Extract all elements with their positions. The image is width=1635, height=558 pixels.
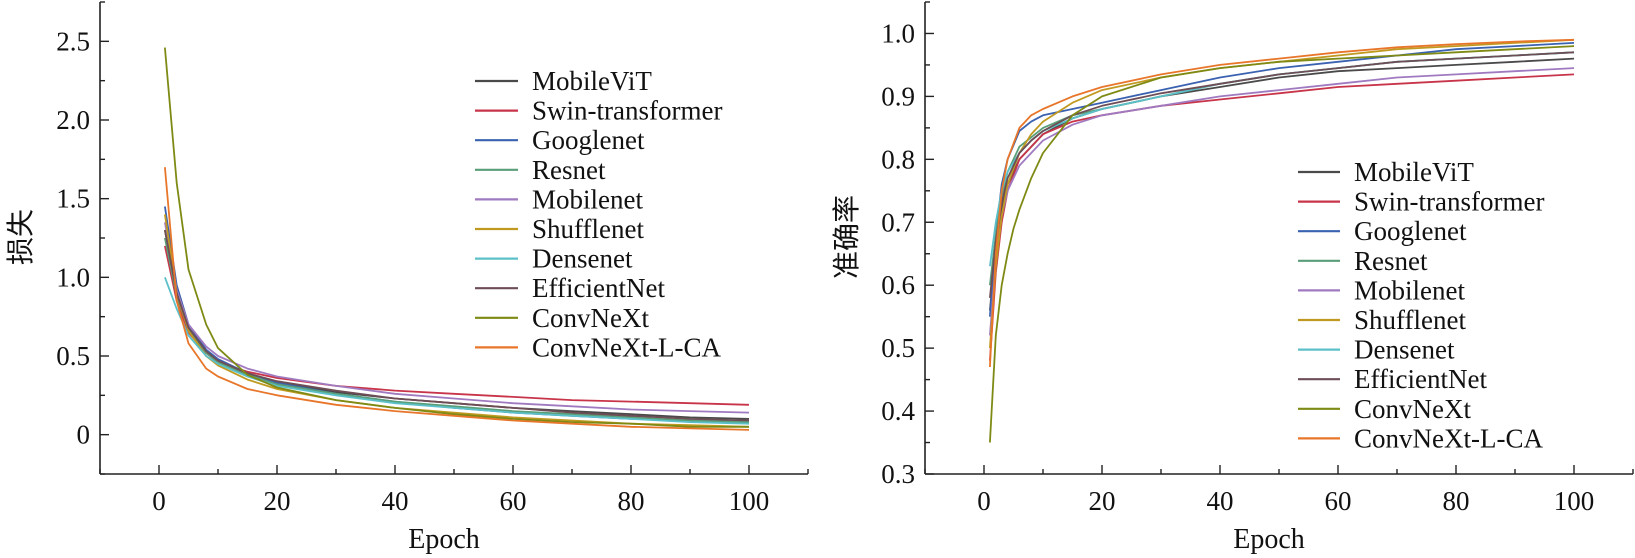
legend-label: Densenet [532, 244, 633, 274]
legend-label: Resnet [532, 155, 606, 185]
loss-chart: 0 20 40 60 80 100 0 0.5 1.0 1.5 2.0 2.5 Epoch 损失 Mobil… [5, 1, 809, 555]
series-line-resnet [989, 51, 1575, 286]
legend-label: MobileViT [532, 66, 652, 96]
legend-label: Swin-transformer [1354, 187, 1544, 217]
legend-label: Mobilenet [532, 184, 643, 214]
y-axis-title: 准确率 [831, 195, 863, 279]
legend-label: Densenet [1354, 335, 1455, 365]
x-tick-label: 80 [1443, 486, 1470, 516]
series-line-googlenet [989, 42, 1575, 317]
series-line-densenet [164, 276, 750, 425]
x-axis-title: Epoch [408, 524, 480, 555]
series-line-convnext-l-ca [164, 167, 750, 431]
x-tick-label: 100 [1554, 486, 1595, 516]
legend-label: Shufflenet [532, 214, 644, 244]
x-tick-label: 20 [264, 486, 291, 516]
y-tick-label: 2.0 [56, 105, 90, 135]
series-line-convnext [989, 45, 1575, 443]
x-tick-label: 80 [618, 486, 645, 516]
series-line-densenet [989, 51, 1575, 267]
y-tick-label: 1.0 [881, 18, 915, 48]
y-axis-title: 损失 [5, 209, 37, 265]
accuracy-chart: 0 20 40 60 80 100 0.3 0.4 0.5 0.6 0.7 0.8 0.9 1.0 Epoc… [831, 1, 1634, 555]
y-tick-label: 0.7 [881, 207, 915, 237]
series-line-efficientnet [989, 51, 1575, 298]
y-tick-label: 0.9 [881, 81, 915, 111]
x-tick-label: 100 [729, 486, 770, 516]
y-tick-label: 0.3 [881, 459, 915, 489]
series-line-convnext [164, 47, 749, 428]
legend-label: MobileViT [1354, 157, 1474, 187]
series-group [989, 38, 1575, 443]
legend-label: ConvNeXt [532, 303, 649, 333]
legend-label: Googlenet [532, 125, 645, 155]
series-line-efficientnet [164, 229, 750, 422]
y-tick-label: 1.5 [56, 184, 90, 214]
y-tick-label: 2.5 [56, 26, 90, 56]
legend-label: Swin-transformer [532, 96, 722, 126]
x-tick-label: 40 [1207, 486, 1234, 516]
legend: MobileViTSwin-transformerGooglenetResnet… [475, 66, 722, 362]
legend-label: Mobilenet [1354, 275, 1465, 305]
y-tick-label: 0.4 [881, 396, 915, 426]
legend: MobileViTSwin-transformerGooglenetResnet… [1298, 157, 1544, 453]
legend-label: ConvNeXt-L-CA [532, 332, 721, 362]
legend-label: ConvNeXt [1354, 394, 1471, 424]
legend-label: ConvNeXt-L-CA [1354, 423, 1543, 453]
legend-label: Resnet [1354, 246, 1428, 276]
y-tick-label: 0.6 [881, 270, 915, 300]
legend-label: EfficientNet [1354, 364, 1487, 394]
x-tick-label: 0 [152, 486, 166, 516]
series-line-mobilevit [989, 57, 1575, 311]
series-line-shufflenet [989, 38, 1575, 349]
series-line-mobilenet [164, 222, 750, 414]
series-line-convnext-l-ca [989, 38, 1575, 368]
y-tick-label: 1.0 [56, 262, 90, 292]
x-tick-label: 40 [382, 486, 409, 516]
x-tick-label: 60 [500, 486, 527, 516]
x-axis-title: Epoch [1233, 524, 1305, 555]
x-tick-label: 0 [977, 486, 991, 516]
y-tick-label: 0 [77, 420, 91, 450]
series-group [164, 47, 750, 431]
legend-label: Googlenet [1354, 216, 1467, 246]
y-tick-label: 0.5 [881, 333, 915, 363]
x-tick-label: 20 [1089, 486, 1116, 516]
series-line-resnet [164, 237, 750, 423]
x-tick-label: 60 [1325, 486, 1352, 516]
legend-label: Shufflenet [1354, 305, 1466, 335]
legend-label: EfficientNet [532, 273, 665, 303]
y-tick-label: 0.8 [881, 144, 915, 174]
y-tick-label: 0.5 [56, 341, 90, 371]
series-line-shufflenet [164, 214, 750, 428]
